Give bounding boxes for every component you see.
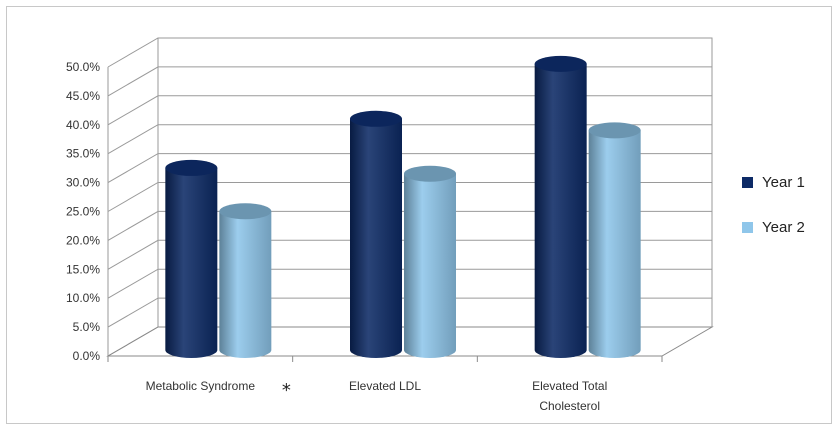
bar-body [165, 167, 218, 358]
bar [165, 159, 218, 358]
bars [165, 55, 641, 358]
y-tick-label: 40.0% [66, 118, 100, 132]
legend-swatch [742, 177, 753, 188]
y-tick-label: 45.0% [66, 89, 100, 103]
y-tick-label: 20.0% [66, 233, 100, 247]
y-tick-label: 35.0% [66, 147, 100, 161]
y-axis: 0.0% 5.0% 10.0% 15.0% 20.0% 25.0% 30.0% 35.0% 40… [66, 60, 100, 363]
bar-body [588, 130, 641, 358]
x-category-label: Elevated LDL [349, 379, 421, 393]
x-category-label: Metabolic Syndrome [146, 379, 256, 393]
bar-top [404, 165, 456, 182]
x-category-label: Elevated Total Cholesterol [532, 379, 607, 413]
y-tick-label: 15.0% [66, 262, 100, 276]
gridline [107, 210, 712, 241]
bar-top [219, 203, 272, 220]
gridline [107, 37, 712, 68]
gridline [107, 239, 712, 270]
legend-swatch [742, 222, 753, 233]
bar [350, 110, 402, 358]
bar-body [534, 63, 587, 358]
gridline [107, 124, 712, 155]
legend-label: Year 2 [762, 219, 805, 236]
gridline [107, 182, 712, 212]
gridline [107, 95, 712, 126]
bar-body [219, 211, 272, 358]
gridlines [107, 37, 712, 357]
bar [404, 165, 456, 358]
significance-marker: * [282, 380, 291, 401]
bar-top [588, 122, 641, 139]
y-tick-label: 0.0% [73, 349, 101, 363]
y-tick-label: 10.0% [66, 291, 100, 305]
gridline [107, 297, 712, 328]
bar-body [350, 118, 402, 358]
legend: Year 1 Year 2 [742, 174, 805, 236]
x-axis: Metabolic Syndrome * Elevated LDL Elevated … [107, 356, 663, 413]
bar-top [350, 110, 402, 127]
gridline [107, 66, 712, 97]
y-tick-label: 25.0% [66, 205, 100, 219]
y-tick-label: 30.0% [66, 176, 100, 190]
gridline [107, 268, 712, 299]
y-tick-label: 5.0% [73, 320, 101, 334]
bar-body [404, 173, 456, 358]
legend-label: Year 1 [762, 174, 805, 191]
bar [534, 55, 587, 358]
bar [219, 203, 272, 358]
gridline [107, 153, 712, 184]
bar-top [534, 55, 587, 72]
bar-top [165, 159, 218, 176]
bar [588, 122, 641, 358]
y-tick-label: 50.0% [66, 60, 100, 74]
